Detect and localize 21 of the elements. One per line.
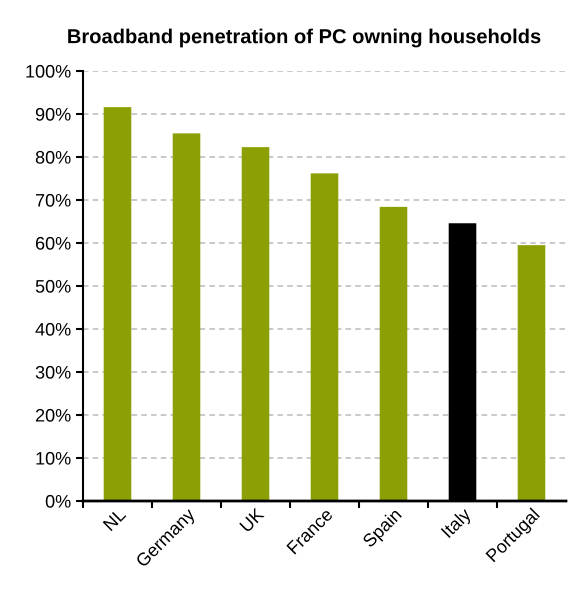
y-tick-label: 0% [46,494,71,508]
x-tick-label: NL [102,507,126,532]
bar [518,245,546,501]
bar [380,206,408,501]
y-tick-label: 50% [36,280,71,293]
bar [242,147,270,501]
bar [172,133,200,501]
x-tick-label: UK [239,507,265,533]
y-tick-label: 80% [36,150,71,164]
y-tick-label: 20% [36,408,71,422]
y-tick-label: 60% [36,236,71,250]
y-tick-label: 10% [36,452,71,465]
chart-title: Broadband penetration of PC owning households [68,28,540,48]
y-tick-label: 100% [26,64,71,78]
bar [310,173,338,501]
y-tick-label: 40% [35,322,71,336]
y-tick-label: 70% [36,194,71,207]
bar [104,107,132,501]
x-tick-label: Italy [440,506,474,541]
y-tick-label: 90% [36,108,71,121]
y-tick-label: 30% [36,366,71,379]
